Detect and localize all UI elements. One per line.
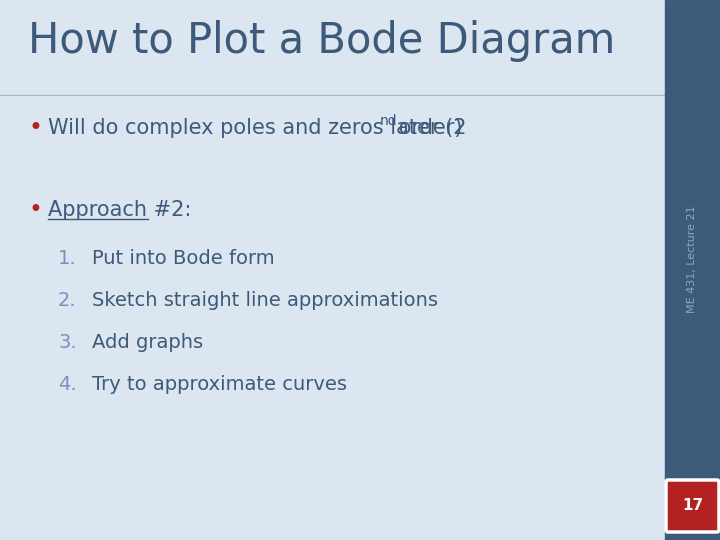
Text: 17: 17 [682, 498, 703, 514]
Text: nd: nd [380, 114, 397, 128]
Text: Sketch straight line approximations: Sketch straight line approximations [92, 291, 438, 309]
Text: Approach #2:: Approach #2: [48, 200, 192, 220]
Text: Add graphs: Add graphs [92, 333, 203, 352]
Text: •: • [28, 116, 42, 140]
Text: order): order) [392, 118, 462, 138]
Text: 4.: 4. [58, 375, 76, 394]
FancyBboxPatch shape [666, 480, 719, 532]
Text: Put into Bode form: Put into Bode form [92, 248, 274, 267]
Text: •: • [28, 198, 42, 222]
Text: Try to approximate curves: Try to approximate curves [92, 375, 347, 394]
Text: Will do complex poles and zeros later (2: Will do complex poles and zeros later (2 [48, 118, 467, 138]
Text: ME 431, Lecture 21: ME 431, Lecture 21 [688, 205, 698, 313]
Text: How to Plot a Bode Diagram: How to Plot a Bode Diagram [28, 20, 616, 62]
Text: 3.: 3. [58, 333, 76, 352]
Text: 1.: 1. [58, 248, 76, 267]
Text: 2.: 2. [58, 291, 76, 309]
Bar [665, 0, 720, 540]
